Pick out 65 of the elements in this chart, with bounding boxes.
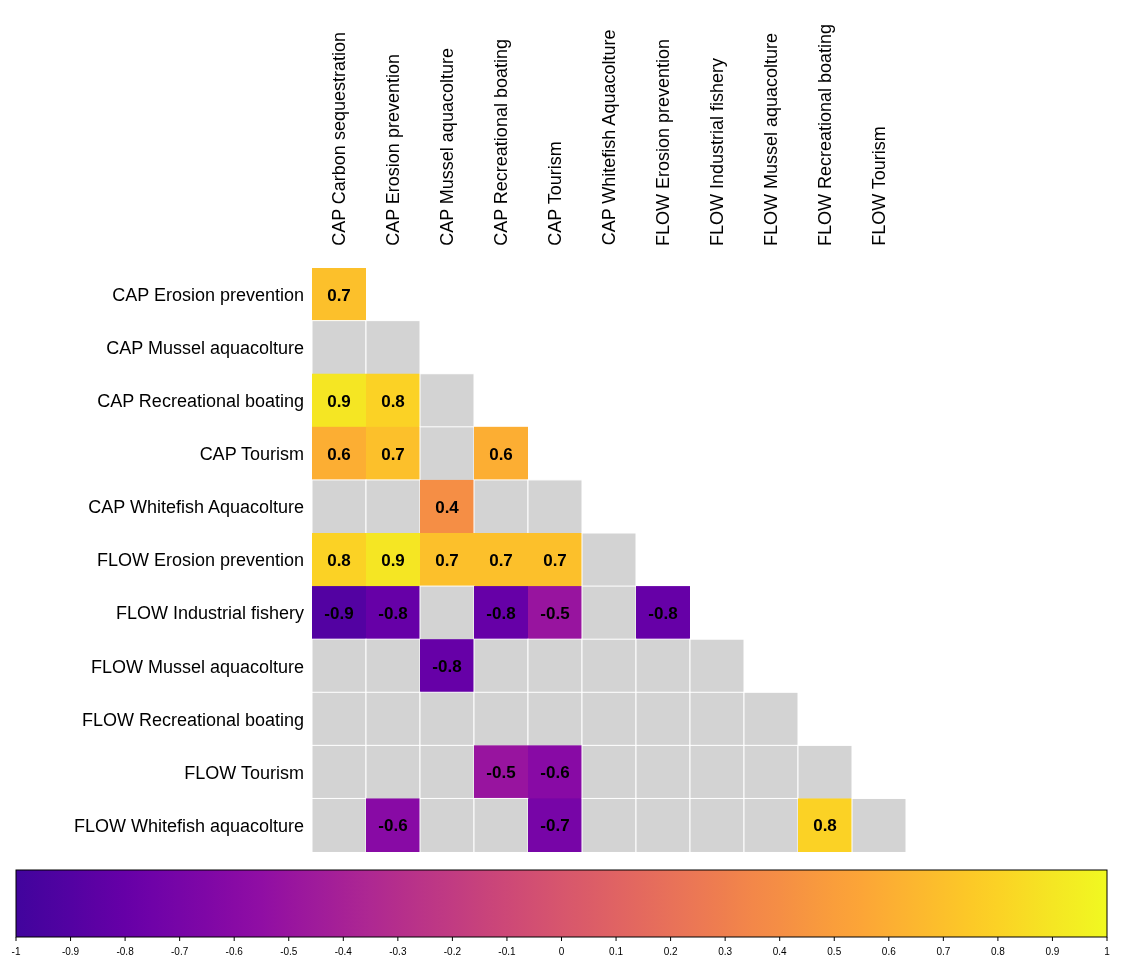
y-tick-label: FLOW Recreational boating xyxy=(81,709,304,730)
color-bar-label: -1 xyxy=(11,946,21,957)
data-label: 0.8 xyxy=(813,816,837,836)
color-bar-label: -0.2 xyxy=(443,946,462,957)
color-bar-label: 0.3 xyxy=(718,946,733,957)
data-label: 0.6 xyxy=(327,444,351,464)
color-bar-label: -0.6 xyxy=(225,946,244,957)
data-label: 0.6 xyxy=(489,444,513,464)
data-label: 0.8 xyxy=(327,551,351,570)
x-tick-label: CAP Whitefish Aquacolture xyxy=(599,29,619,246)
x-tick-label: CAP Tourism xyxy=(545,141,565,246)
color-bar-label: 0.8 xyxy=(990,946,1006,957)
color-bar-label: 0.1 xyxy=(609,946,624,957)
x-tick-label: CAP Recreational boating xyxy=(491,39,511,246)
x-tick-label: CAP Carbon sequestration xyxy=(329,32,349,246)
y-tick-label: FLOW Industrial fishery xyxy=(115,603,304,624)
y-tick-label: FLOW Erosion prevention xyxy=(96,550,304,571)
y-tick-label: CAP Erosion prevention xyxy=(112,284,304,305)
color-bar-label: -0.7 xyxy=(171,946,189,957)
data-label: -0.8 xyxy=(378,604,408,624)
x-tick-label: FLOW Tourism xyxy=(869,126,889,246)
y-tick-label: FLOW Whitefish aquacolture xyxy=(73,815,304,836)
y-tick-label: FLOW Tourism xyxy=(184,762,304,783)
data-label: -0.8 xyxy=(486,604,516,624)
data-label: 0.8 xyxy=(381,391,405,411)
data-label: -0.6 xyxy=(378,816,408,836)
color-bar-label: 0.6 xyxy=(881,946,897,957)
data-label: 0.7 xyxy=(543,551,567,570)
data-label: -0.8 xyxy=(432,657,462,677)
data-label: -0.5 xyxy=(540,604,570,624)
data-label: 0.7 xyxy=(381,444,405,464)
color-bar-label: 0.5 xyxy=(827,946,842,957)
x-tick-label: FLOW Recreational boating xyxy=(815,23,835,246)
color-bar-label: 0.2 xyxy=(663,946,678,957)
x-tick-label: FLOW Industrial fishery xyxy=(707,57,727,247)
data-label: -0.9 xyxy=(324,604,354,624)
data-label: 0.9 xyxy=(327,391,351,411)
data-label: 0.7 xyxy=(435,551,459,570)
data-label: 0.9 xyxy=(381,551,405,570)
color-bar-label: -0.9 xyxy=(61,946,80,957)
y-tick-label: CAP Whitefish Aquacolture xyxy=(88,497,304,518)
data-label: -0.5 xyxy=(486,763,516,783)
color-bar-label: -0.4 xyxy=(334,946,353,957)
y-tick-label: CAP Tourism xyxy=(199,444,304,465)
color-bar-label: 0.9 xyxy=(1045,946,1060,957)
y-tick-label: CAP Recreational boating xyxy=(97,391,304,412)
data-label: 0.4 xyxy=(435,497,460,517)
x-tick-label: FLOW Erosion prevention xyxy=(653,38,673,246)
data-label: -0.7 xyxy=(540,816,570,836)
x-tick-label: FLOW Mussel aquacolture xyxy=(761,32,781,247)
data-label: 0.7 xyxy=(489,551,513,570)
data-label: 0.7 xyxy=(327,285,351,305)
color-bar-label: 0.7 xyxy=(936,946,951,957)
color-bar-label: -0.5 xyxy=(280,946,298,957)
color-bar-label: -0.3 xyxy=(389,946,407,957)
x-tick-label: CAP Mussel aquacolture xyxy=(437,48,457,246)
color-bar-label: 0.4 xyxy=(772,946,788,957)
data-label: -0.8 xyxy=(648,604,678,624)
color-bar-label: -0.1 xyxy=(498,946,516,957)
color-bar-label: 0 xyxy=(558,946,565,957)
y-tick-label: FLOW Mussel aquacolture xyxy=(90,656,304,677)
color-bar-label: 1 xyxy=(1104,946,1111,957)
y-tick-label: CAP Mussel aquacolture xyxy=(106,338,304,359)
color-bar-label: -0.8 xyxy=(116,946,135,957)
data-label: -0.6 xyxy=(540,763,570,783)
